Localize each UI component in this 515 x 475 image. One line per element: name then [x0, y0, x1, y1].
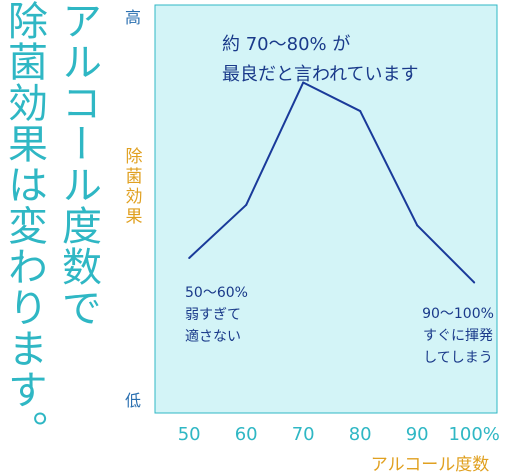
- x-tick-label: 60: [235, 424, 258, 445]
- data-point: [302, 81, 305, 84]
- x-tick-label: 90: [406, 424, 429, 445]
- page-title-line-1: アルコール度数で: [55, 0, 101, 328]
- annotation-low-concentration: 50～60%弱すぎて適さない: [185, 285, 248, 345]
- x-tick-label: 50: [178, 424, 201, 445]
- y-axis-title: 除菌効果: [126, 147, 143, 227]
- efficacy-line: [188, 81, 475, 284]
- x-tick-label: 100%: [448, 424, 499, 445]
- data-point: [473, 281, 476, 284]
- y-label-low: 低: [125, 391, 141, 410]
- page-title-line-2: 除菌効果は変わります。: [1, 0, 47, 451]
- data-point: [188, 256, 191, 259]
- y-label-high: 高: [125, 8, 141, 27]
- x-tick-label: 70: [292, 424, 315, 445]
- x-axis-title: アルコール度数: [371, 455, 490, 475]
- annotation-high-concentration: 90～100%すぐに揮発してしまう: [422, 306, 494, 366]
- data-point: [359, 110, 362, 113]
- x-tick-label: 80: [349, 424, 372, 445]
- plot-area: [154, 4, 498, 414]
- data-point: [416, 224, 419, 227]
- annotation-optimal: 約 70～80% が最良だと言われています: [222, 34, 419, 85]
- data-point: [245, 203, 248, 206]
